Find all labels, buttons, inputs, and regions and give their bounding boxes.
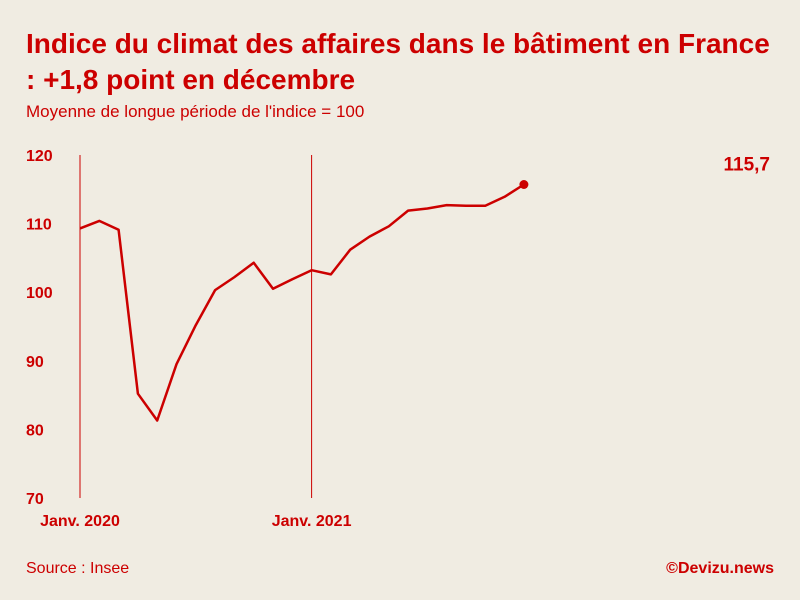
end-value-label: 115,7	[724, 154, 771, 175]
source-note: Source : Insee	[26, 560, 130, 577]
y-tick-label: 90	[26, 354, 44, 371]
credit-note: ©Devizu.news	[666, 560, 774, 577]
y-tick-label: 80	[26, 422, 44, 439]
chart-title: Indice du climat des affaires dans le bâ…	[26, 28, 770, 95]
y-tick-label: 120	[26, 148, 53, 165]
x-tick-label: Janv. 2020	[40, 513, 120, 530]
y-tick-label: 100	[26, 285, 53, 302]
x-tick-label: Janv. 2021	[272, 513, 352, 530]
y-tick-label: 110	[26, 217, 52, 234]
end-point	[519, 179, 529, 189]
y-tick-label: 70	[26, 491, 44, 508]
chart-subtitle: Moyenne de longue période de l'indice = …	[26, 102, 365, 121]
series-line	[79, 183, 525, 422]
